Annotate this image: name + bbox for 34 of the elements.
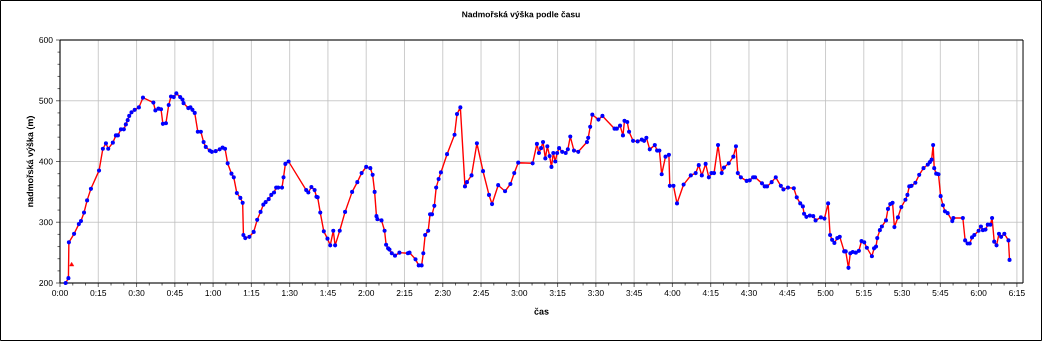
x-tick-label: 4:30	[740, 290, 757, 297]
y-tick-label: 600	[39, 37, 53, 43]
y-tick-label: 500	[39, 97, 53, 104]
x-tick-label: 2:00	[358, 290, 375, 297]
x-tick-label: 1:45	[320, 290, 336, 296]
y-tick-label: 300	[39, 219, 53, 226]
y-tick-label: 200	[39, 280, 53, 286]
x-tick-label: 1:30	[282, 290, 298, 297]
x-tick-label: 3:30	[587, 290, 604, 297]
x-tick-label: 3:15	[549, 290, 566, 297]
x-tick-label: 2:45	[473, 290, 489, 297]
x-tick-label: 2:30	[434, 290, 451, 297]
x-tick-label: 1:15	[243, 290, 260, 296]
y-axis-title: nadmořská výška (m)	[26, 116, 36, 207]
x-tick-label: 5:45	[932, 290, 949, 296]
x-tick-label: 6:00	[970, 290, 987, 297]
x-tick-label: 5:15	[855, 290, 872, 296]
x-tick-label: 5:00	[817, 290, 834, 297]
x-tick-label: 2:15	[396, 290, 413, 297]
x-tick-label: 0:15	[90, 290, 107, 297]
chart-title: Nadmořská výška podle času	[462, 10, 580, 20]
y-tick-label: 400	[39, 158, 53, 165]
x-tick-label: 0:45	[166, 290, 183, 297]
x-axis-title: čas	[534, 307, 549, 315]
x-tick-label: 0:00	[52, 290, 68, 297]
x-tick-label: 3:00	[511, 290, 528, 297]
x-tick-label: 4:15	[702, 290, 719, 296]
x-tick-label: 1:00	[205, 290, 222, 297]
x-tick-label: 0:30	[128, 290, 145, 297]
x-tick-label: 4:00	[664, 290, 681, 297]
x-tick-label: 5:30	[894, 290, 910, 297]
x-tick-label: 6:15	[1009, 290, 1025, 297]
x-tick-label: 4:45	[779, 290, 796, 296]
x-tick-label: 3:45	[626, 290, 643, 297]
